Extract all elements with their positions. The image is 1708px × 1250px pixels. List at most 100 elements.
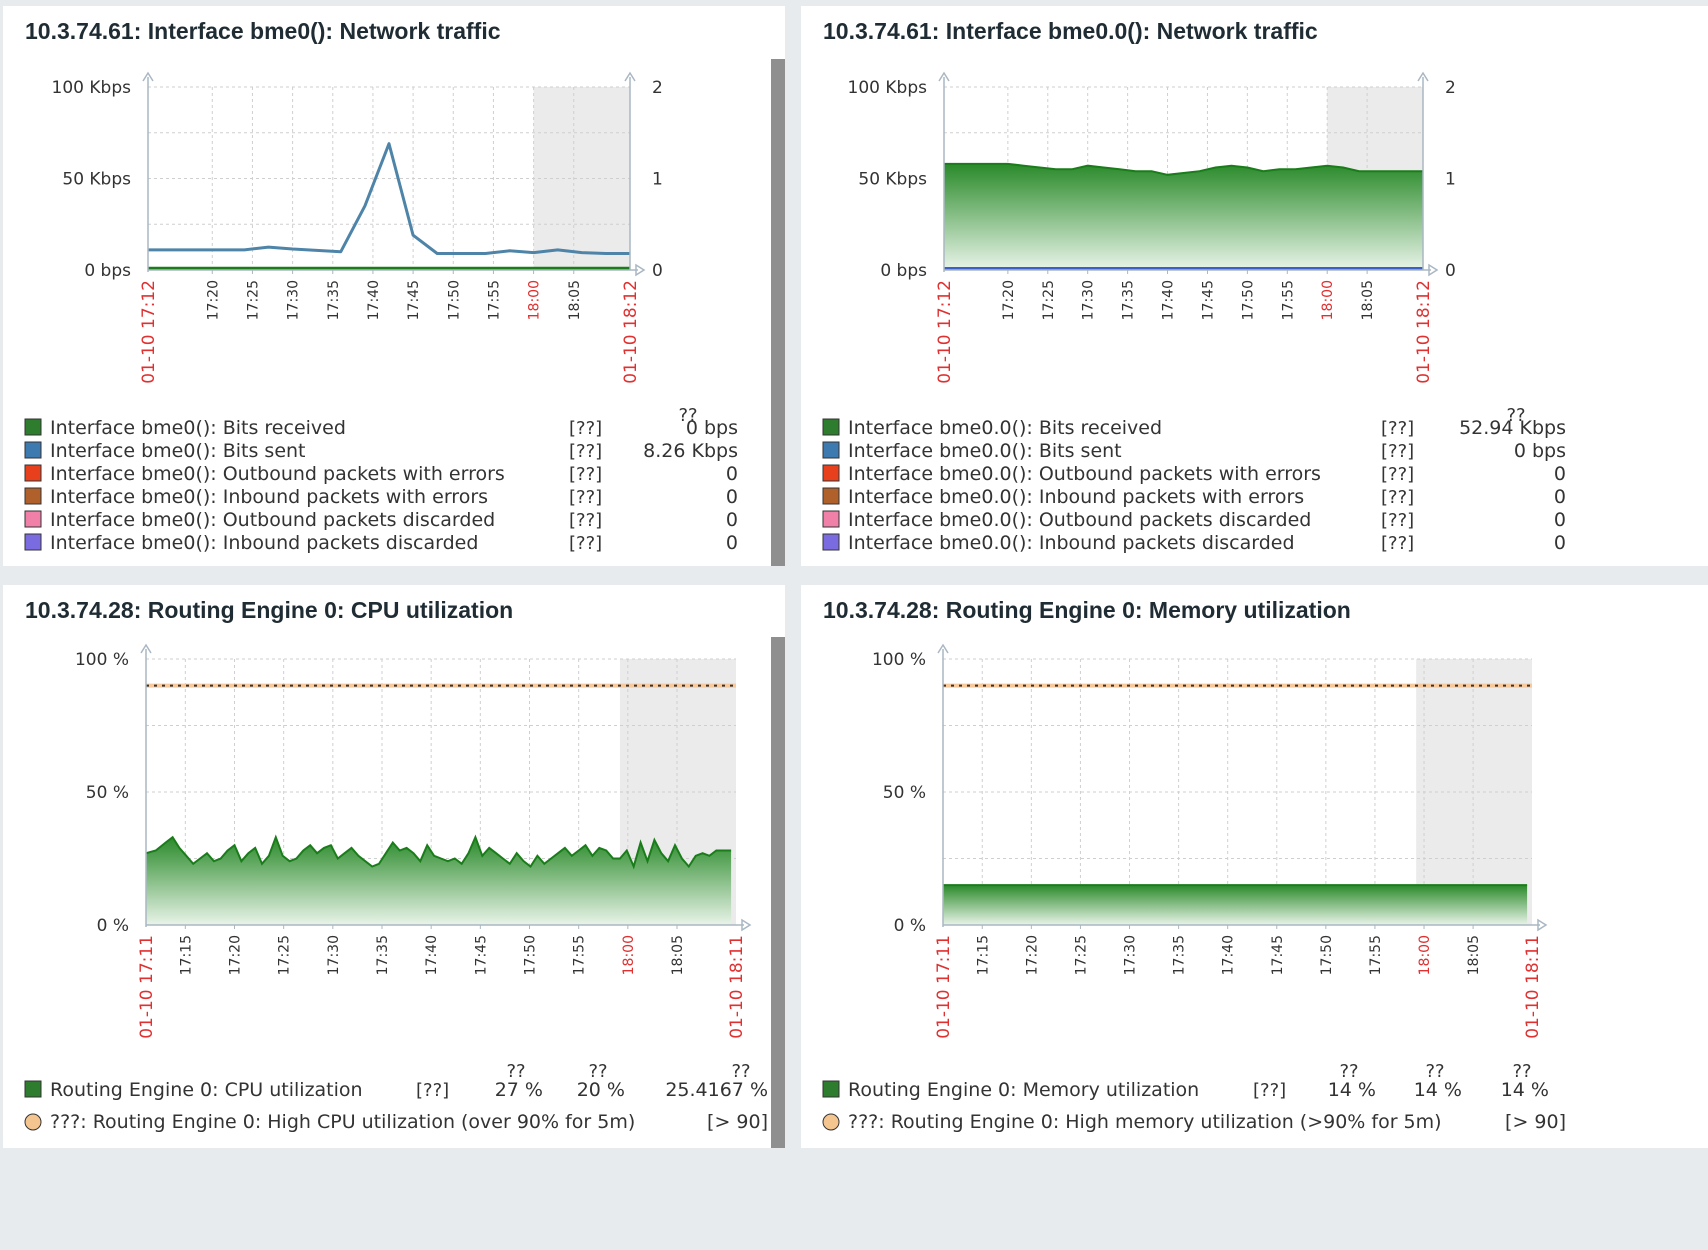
y-tick-label: 50 Kbps	[858, 170, 927, 190]
x-tick-label: 17:50	[523, 935, 539, 975]
memory-utilization-graph: 100 % 50 % 0 % 17:15 17:20 17:25 17:30 17:35 17:…	[822, 643, 1566, 1133]
widget-bme0-network-traffic: 10.3.74.61: Interface bme0(): Network tr…	[3, 6, 785, 566]
y-tick-label: 100 %	[75, 650, 129, 670]
x-tick-label: 17:50	[1240, 280, 1256, 320]
y-axis-arrow	[937, 643, 949, 654]
y-axis-arrow	[140, 643, 152, 654]
legend-function: [??]	[569, 441, 602, 462]
legend-column-header: ??	[678, 405, 697, 426]
x-tick-label: 17:50	[1319, 935, 1335, 975]
trigger-value: [> 90]	[1505, 1111, 1566, 1133]
x-tick-label: 17:20	[228, 935, 244, 975]
x-end-label: 01-10 18:12	[1414, 280, 1434, 384]
trigger-label: ???: Routing Engine 0: High memory utili…	[848, 1111, 1442, 1133]
y-tick-label: 100 Kbps	[848, 78, 928, 98]
series-area	[943, 885, 1528, 925]
x-tick-label: 17:35	[326, 280, 342, 320]
x-end-label: 01-10 18:12	[621, 280, 641, 384]
legend-value: 0	[726, 486, 738, 508]
x-tick-label: 17:55	[1368, 935, 1384, 975]
x-start-label: 01-10 17:12	[139, 280, 159, 384]
network-traffic-graph: 100 Kbps 50 Kbps 0 bps 2 1 0 17:20 17:25 17:30 17…	[24, 71, 738, 554]
x-tick-label: 17:20	[1024, 935, 1040, 975]
legend-value: 0	[1554, 509, 1566, 531]
legend-function: [??]	[569, 487, 602, 508]
legend-label: Interface bme0(): Outbound packets disca…	[50, 509, 495, 531]
widget-title: 10.3.74.61: Interface bme0.0(): Network …	[823, 18, 1318, 44]
widget-title: 10.3.74.61: Interface bme0(): Network tr…	[25, 18, 501, 44]
widget-bme0-0-network-traffic: 10.3.74.61: Interface bme0.0(): Network …	[801, 6, 1708, 566]
cpu-utilization-graph: 100 % 50 % 0 % 17:15 17:20 17:25 17:30 17:35 17:…	[24, 643, 768, 1133]
legend-column-header: ??	[1425, 1061, 1444, 1082]
y-tick-label: 100 %	[872, 650, 926, 670]
y-tick-label: 100 Kbps	[52, 78, 132, 98]
legend-swatch	[24, 533, 42, 551]
x-start-label: 01-10 17:11	[934, 935, 954, 1039]
legend-value: 8.26 Kbps	[643, 440, 738, 462]
legend-value: 0 bps	[1514, 440, 1566, 462]
legend-value: 0	[1554, 463, 1566, 485]
x-tick-label: 18:00	[1320, 280, 1336, 320]
legend-function: [??]	[1381, 487, 1414, 508]
x-tick-label: 17:25	[277, 935, 293, 975]
x-axis-arrow	[1428, 263, 1439, 277]
legend-swatch	[24, 418, 42, 436]
x-tick-label: 17:40	[366, 280, 382, 320]
legend-value: 52.94 Kbps	[1459, 417, 1566, 439]
x-tick-label: 17:35	[375, 935, 391, 975]
widget-title: 10.3.74.28: Routing Engine 0: CPU utiliz…	[25, 597, 514, 623]
legend-value: 14 %	[1501, 1079, 1549, 1101]
y-right-tick-label: 1	[1445, 170, 1456, 190]
y-right-tick-label: 0	[1445, 261, 1456, 281]
x-tick-label: 18:05	[670, 935, 686, 975]
x-tick-label: 17:25	[1041, 280, 1057, 320]
widget-memory-utilization: 10.3.74.28: Routing Engine 0: Memory uti…	[801, 585, 1708, 1148]
x-tick-label: 17:35	[1121, 280, 1137, 320]
x-tick-label: 17:45	[1270, 935, 1286, 975]
y-axis-right-arrow	[1417, 71, 1429, 82]
x-end-label: 01-10 18:11	[1523, 935, 1543, 1039]
x-axis-arrow	[741, 918, 752, 932]
series-area	[944, 163, 1423, 270]
x-axis-arrow	[1537, 918, 1548, 932]
legend-swatch	[822, 1080, 840, 1098]
legend-value: 25.4167 %	[665, 1079, 768, 1101]
y-tick-label: 0 %	[97, 916, 129, 936]
legend-value: 0	[726, 509, 738, 531]
x-tick-label: 17:25	[1073, 935, 1089, 975]
x-tick-label: 17:30	[326, 935, 342, 975]
legend-swatch	[822, 441, 840, 459]
legend-function: [??]	[1381, 533, 1414, 554]
scrollbar[interactable]	[771, 637, 785, 1148]
legend-swatch	[24, 464, 42, 482]
x-tick-label: 17:45	[473, 935, 489, 975]
series-line	[148, 142, 630, 255]
legend-swatch	[24, 487, 42, 505]
x-tick-label: 17:25	[245, 280, 261, 320]
x-axis-arrow	[635, 263, 646, 277]
x-end-label: 01-10 18:11	[727, 935, 747, 1039]
trigger-value: [> 90]	[707, 1111, 768, 1133]
legend-value: 0 bps	[686, 417, 738, 439]
legend-swatch	[822, 464, 840, 482]
legend-swatch	[822, 418, 840, 436]
series-line	[944, 162, 1423, 176]
legend-label: Routing Engine 0: CPU utilization	[50, 1079, 363, 1101]
x-start-label: 01-10 17:12	[935, 280, 955, 384]
legend-function: [??]	[1381, 510, 1414, 531]
x-tick-label: 17:20	[1001, 280, 1017, 320]
x-tick-label: 18:05	[1466, 935, 1482, 975]
legend-value: 20 %	[577, 1079, 625, 1101]
legend-column-header: ??	[506, 1061, 525, 1082]
legend-label: Routing Engine 0: Memory utilization	[848, 1079, 1199, 1101]
widget-title: 10.3.74.28: Routing Engine 0: Memory uti…	[823, 597, 1351, 623]
widget-cpu-utilization: 10.3.74.28: Routing Engine 0: CPU utiliz…	[3, 585, 785, 1148]
network-traffic-graph: 100 Kbps 50 Kbps 0 bps 2 1 0 17:20 17:25 17:30 17…	[822, 71, 1566, 554]
x-tick-label: 18:00	[1417, 935, 1433, 975]
trigger-swatch	[24, 1113, 42, 1131]
x-tick-label: 17:40	[1161, 280, 1177, 320]
scrollbar[interactable]	[771, 59, 785, 566]
x-tick-label: 18:00	[527, 280, 543, 320]
y-right-tick-label: 2	[1445, 78, 1456, 98]
legend-column-header: ??	[1506, 405, 1525, 426]
